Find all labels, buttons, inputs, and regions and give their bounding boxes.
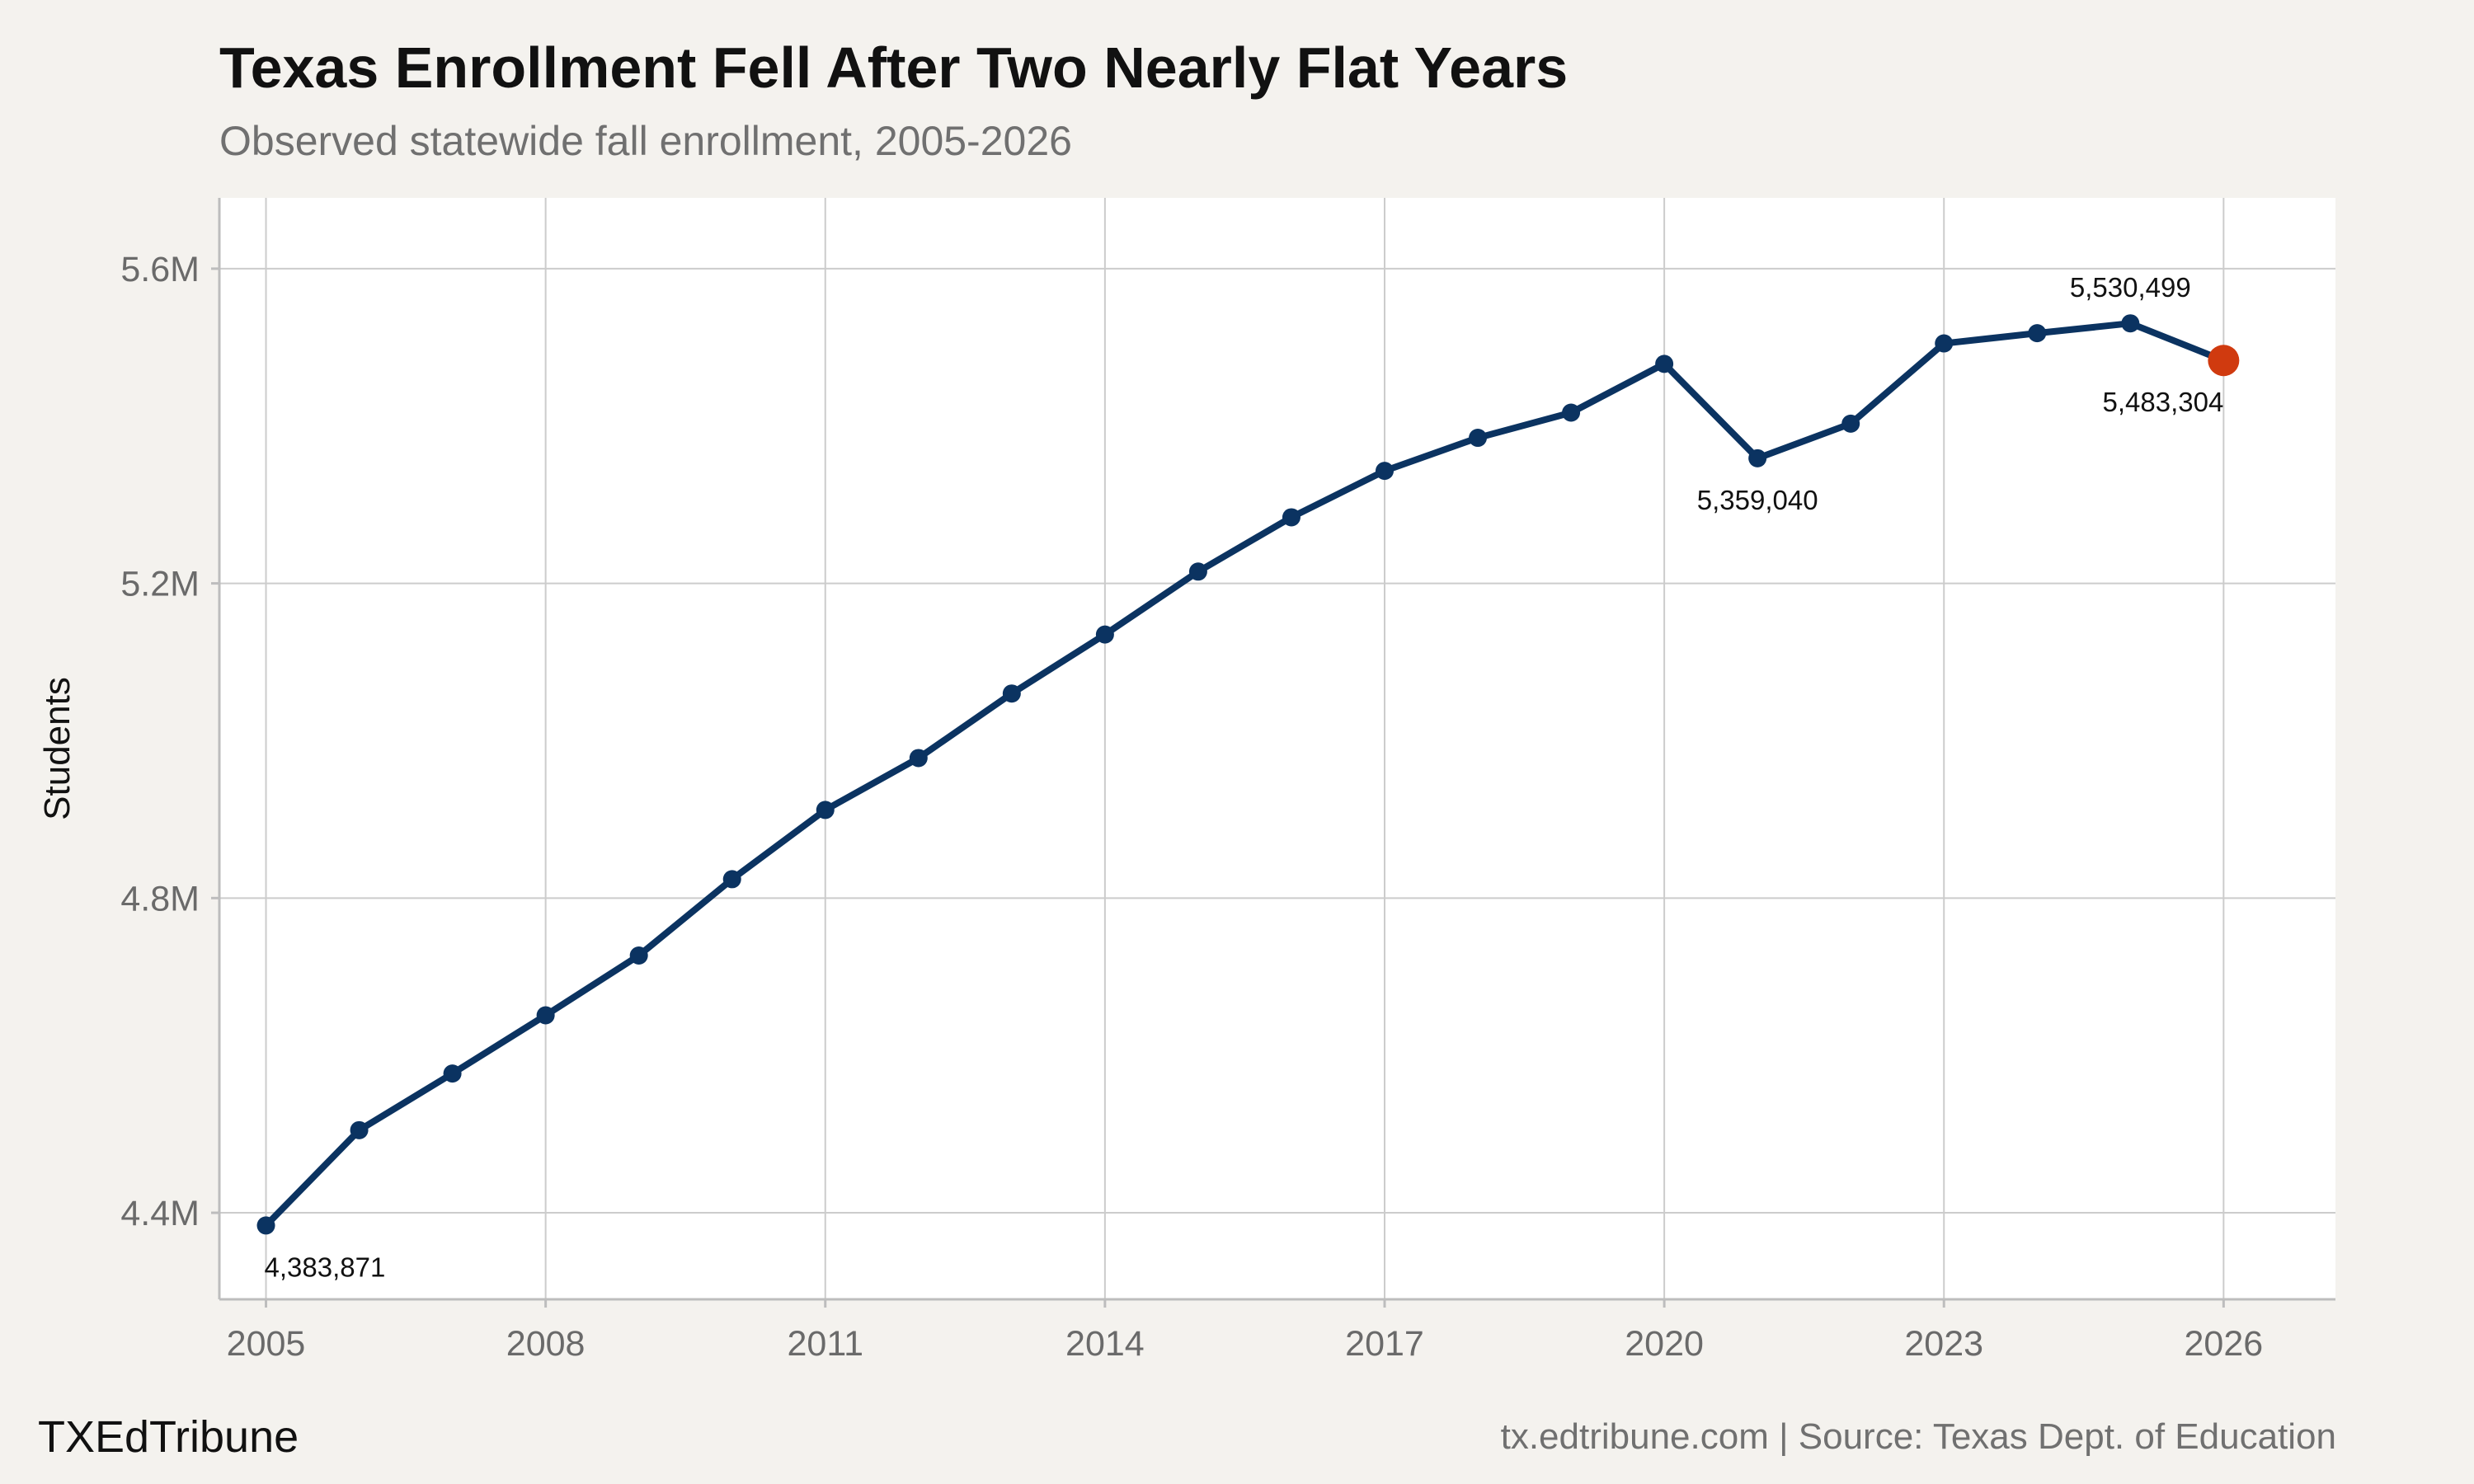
x-tick-label-2017: 2017 bbox=[1345, 1324, 1424, 1364]
data-point-2010 bbox=[722, 870, 741, 889]
y-tick-label-5.2M: 5.2M bbox=[120, 565, 200, 604]
data-point-2011 bbox=[816, 801, 835, 819]
data-point-2021 bbox=[1748, 448, 1767, 467]
data-point-2022 bbox=[1841, 414, 1860, 433]
series-line bbox=[262, 320, 2227, 1229]
data-point-2015 bbox=[1188, 562, 1207, 581]
data-label-2005: 4,383,871 bbox=[265, 1252, 386, 1282]
y-tick-label-5.6M: 5.6M bbox=[120, 250, 200, 289]
data-point-2017 bbox=[1375, 462, 1394, 481]
y-axis-title: Students bbox=[37, 677, 78, 820]
data-point-2018 bbox=[1469, 429, 1488, 448]
data-point-2019 bbox=[1562, 403, 1581, 422]
data-point-2009 bbox=[629, 946, 648, 965]
data-label-2025: 5,530,499 bbox=[2070, 272, 2191, 303]
x-axis-ticks: 2005 2008 2011 2014 2017 2020 2023 2026 bbox=[227, 1299, 2264, 1364]
x-tick-label-2011: 2011 bbox=[788, 1324, 863, 1364]
chart-title: Texas Enrollment Fell After Two Nearly F… bbox=[219, 35, 1569, 100]
series-points bbox=[256, 314, 2240, 1235]
x-tick-label-2014: 2014 bbox=[1065, 1324, 1145, 1364]
brand-name: TXEdTribune bbox=[38, 1412, 299, 1462]
data-point-2008 bbox=[536, 1006, 555, 1025]
data-point-2014 bbox=[1095, 625, 1114, 644]
x-tick-label-2026: 2026 bbox=[2185, 1324, 2264, 1364]
x-tick-label-2023: 2023 bbox=[1904, 1324, 1983, 1364]
data-point-2020 bbox=[1655, 355, 1674, 373]
x-tick-label-2005: 2005 bbox=[227, 1324, 306, 1364]
x-tick-label-2008: 2008 bbox=[506, 1324, 586, 1364]
data-point-2024 bbox=[2028, 324, 2047, 343]
x-tick-label-2020: 2020 bbox=[1625, 1324, 1704, 1364]
y-tick-label-4.4M: 4.4M bbox=[120, 1194, 200, 1233]
data-point-2023 bbox=[1935, 334, 1954, 353]
data-point-2016 bbox=[1282, 508, 1300, 527]
y-tick-label-4.8M: 4.8M bbox=[120, 879, 200, 918]
data-point-2013 bbox=[1002, 684, 1021, 703]
data-point-2006 bbox=[350, 1120, 369, 1139]
data-point-2025 bbox=[2121, 314, 2140, 333]
chart-subtitle: Observed statewide fall enrollment, 2005… bbox=[219, 118, 1072, 164]
data-point-2012 bbox=[909, 749, 928, 768]
grid bbox=[219, 198, 2335, 1299]
y-axis-ticks: 4.4M 4.8M 5.2M 5.6M bbox=[120, 250, 219, 1233]
data-point-2005 bbox=[256, 1216, 275, 1235]
plot-background bbox=[219, 198, 2335, 1299]
data-labels: 4,383,871 5,359,040 5,530,499 5,483,304 bbox=[265, 272, 2224, 1282]
highlight-point-2026 bbox=[2208, 345, 2240, 377]
data-label-2026: 5,483,304 bbox=[2103, 387, 2224, 417]
source-credit: tx.edtribune.com | Source: Texas Dept. o… bbox=[1500, 1416, 2336, 1457]
data-label-2021: 5,359,040 bbox=[1697, 485, 1818, 515]
data-point-2007 bbox=[443, 1064, 462, 1083]
